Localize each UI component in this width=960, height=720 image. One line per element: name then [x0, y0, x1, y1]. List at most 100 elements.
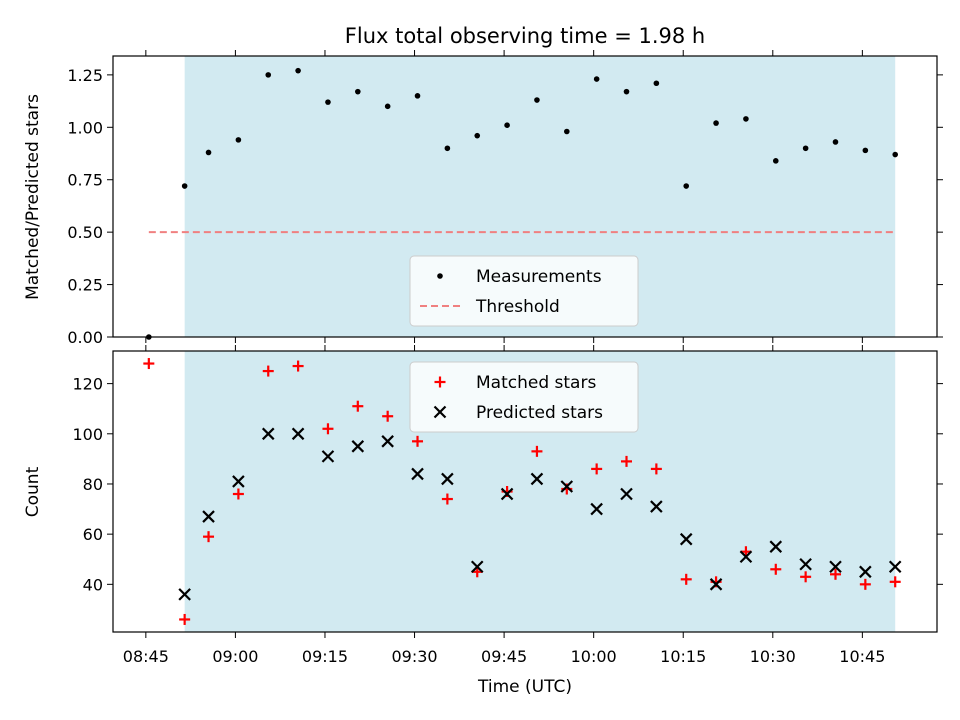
panel-0-series-0-point-16 — [623, 88, 630, 95]
panel-0-frame — [112, 55, 938, 338]
panel-1-series-1-point-8-b — [381, 435, 394, 448]
panel-1-series-1-point-9-b — [411, 467, 424, 481]
panel-1-series-1-point-7 — [351, 440, 365, 453]
panel-0-series-0-point-17 — [653, 80, 660, 87]
panel-1-y-tick-label-0: 40 — [83, 575, 103, 594]
panel-0-series-0-point-3 — [235, 137, 242, 143]
panel-1-legend-marker-1-b — [433, 405, 447, 419]
panel-1-series-1-point-21-b — [769, 540, 783, 553]
panel-1-series-1-point-18 — [679, 532, 693, 546]
panel-1-series-1-point-22-b — [799, 557, 812, 571]
panel-0-legend-marker-0 — [437, 273, 443, 279]
panel-1-series-0-point-23 — [829, 568, 841, 580]
panel-1-series-1-point-1 — [178, 588, 191, 601]
panel-1-legend: Matched stars Predicted stars — [409, 361, 639, 433]
x-axis-label: Time (UTC) — [477, 677, 572, 697]
panel-1-series-1-point-13-b — [530, 472, 544, 486]
panel-1-y-tick-label-2: 80 — [83, 475, 103, 494]
x-tick-label-4: 09:45 — [481, 647, 527, 666]
x-tick-label-3: 09:30 — [391, 647, 437, 666]
panel-0-y-tick-label-2: 0.50 — [67, 223, 103, 242]
x-tick-label-1: 09:00 — [212, 647, 258, 666]
panel-1-series-1-point-15 — [590, 502, 603, 516]
panel-0-y-tick-label-3: 0.75 — [67, 171, 103, 190]
panel-0-legend: Measurements Threshold — [409, 255, 639, 327]
chart-title: Flux total observing time = 1.98 h — [345, 24, 705, 48]
panel-1-series-0-point-25 — [889, 576, 901, 588]
panel-1-series-0-point-18 — [680, 573, 692, 585]
panel-0-series-0-point-6 — [325, 99, 331, 105]
panel-0-series-0-point-2 — [205, 149, 212, 156]
panel-1-series-1-point-25 — [888, 560, 902, 574]
panel-1-y-tick-label-3: 100 — [72, 425, 103, 444]
panel-1-series-1-point-1-b — [178, 588, 191, 601]
panel-1-frame — [112, 350, 938, 633]
panel-1-series-0-point-2 — [203, 531, 215, 543]
panel-1-series-1-point-8 — [381, 435, 394, 448]
panel-1-series-1-point-5-b — [291, 427, 305, 441]
panel-1-series-1-point-14-b — [560, 480, 574, 493]
panel-1-series-0-point-5 — [292, 360, 304, 372]
panel-0-series-0-point-13 — [534, 97, 540, 103]
panel-0-series-0-point-4 — [265, 72, 272, 78]
panel-1-series-1-point-19 — [709, 578, 723, 591]
panel-0-y-tick-label-5: 1.25 — [67, 66, 103, 85]
panel-1-series-1-point-20 — [739, 550, 753, 564]
panel-0-series-0-point-22 — [802, 145, 809, 152]
panel-1-series-1-point-20-b — [739, 550, 753, 564]
panel-0-y-tick-label-4: 1.00 — [67, 118, 103, 137]
panel-1-series-1-point-15-b — [590, 502, 603, 516]
panel-1-series-1-point-5 — [291, 427, 305, 441]
panel-0-series-0-point-21 — [772, 158, 779, 164]
top-y-axis-label: Matched/Predicted stars — [23, 94, 43, 300]
panel-0-series-0-point-18 — [683, 183, 690, 189]
panel-0-series-0-point-8 — [384, 103, 391, 110]
x-tick-label-5: 10:00 — [571, 647, 617, 666]
panel-1-series-0-point-1 — [179, 613, 191, 625]
panel-0-series-0-point-19 — [713, 120, 719, 126]
panel-1-series-1-point-21 — [769, 540, 783, 553]
panel-0-series-0-point-12 — [504, 122, 510, 129]
panel-1-series-1-point-3-b — [232, 475, 245, 488]
panel-1-series-0-point-24 — [859, 578, 871, 590]
panel-1-legend-marker-0 — [434, 376, 446, 388]
panel-1-series-1-point-3 — [232, 475, 245, 488]
panel-0-series-0-point-7 — [355, 88, 361, 95]
panel-1-series-1-point-2-b — [202, 510, 215, 523]
panel-1-series-1-point-7-b — [351, 440, 365, 453]
panel-1-series-1-point-18-b — [679, 532, 693, 546]
panel-1-series-0-point-3 — [232, 488, 244, 500]
panel-1-legend-label-1: Predicted stars — [476, 403, 603, 423]
bottom-y-axis-label: Count — [23, 466, 43, 517]
panel-1-series-1-point-6-b — [321, 450, 335, 463]
panel-0-series-0-point-20 — [743, 116, 749, 122]
panel-0-y-tick-label-0: 0.00 — [67, 328, 103, 347]
panel-0-series-0-point-1 — [181, 183, 188, 189]
panel-1-series-0-point-13 — [531, 445, 543, 457]
panel-0-series-0-point-11 — [474, 132, 481, 139]
panel-0-legend-label-0: Measurements — [476, 267, 602, 287]
panel-1-series-1-point-24 — [859, 565, 872, 579]
panel-1-legend-box — [409, 361, 639, 433]
panel-1-series-1-point-25-b — [888, 560, 902, 574]
panel-1-series-1-point-11-b — [470, 560, 484, 574]
panel-1-series-0-point-4 — [262, 365, 274, 377]
panel-0-series-0-point-10 — [444, 145, 451, 152]
panel-1-series-1-point-23-b — [829, 560, 842, 574]
panel-1-series-1-point-13 — [530, 472, 544, 486]
panel-0-y-tick-label-1: 0.25 — [67, 276, 103, 295]
panel-1-series-1-point-16 — [620, 487, 633, 501]
x-tick-label-6: 10:15 — [660, 647, 706, 666]
panel-1-series-1-point-14 — [560, 480, 574, 493]
panel-1-series-0-point-6 — [322, 423, 334, 435]
panel-1-series-1-point-4 — [261, 427, 275, 441]
panel-0-series-0-point-25 — [892, 151, 899, 158]
panel-1-series-1-point-19-b — [709, 578, 723, 591]
panel-1-series-1-point-17-b — [650, 500, 663, 513]
panel-0-series-0-point-15 — [593, 76, 600, 82]
panel-0-series-0-point-5 — [295, 67, 301, 74]
panel-0-series-0-point-24 — [862, 147, 869, 154]
panel-1-series-0-point-22 — [800, 571, 812, 583]
panel-1-series-0-point-15 — [591, 463, 603, 475]
